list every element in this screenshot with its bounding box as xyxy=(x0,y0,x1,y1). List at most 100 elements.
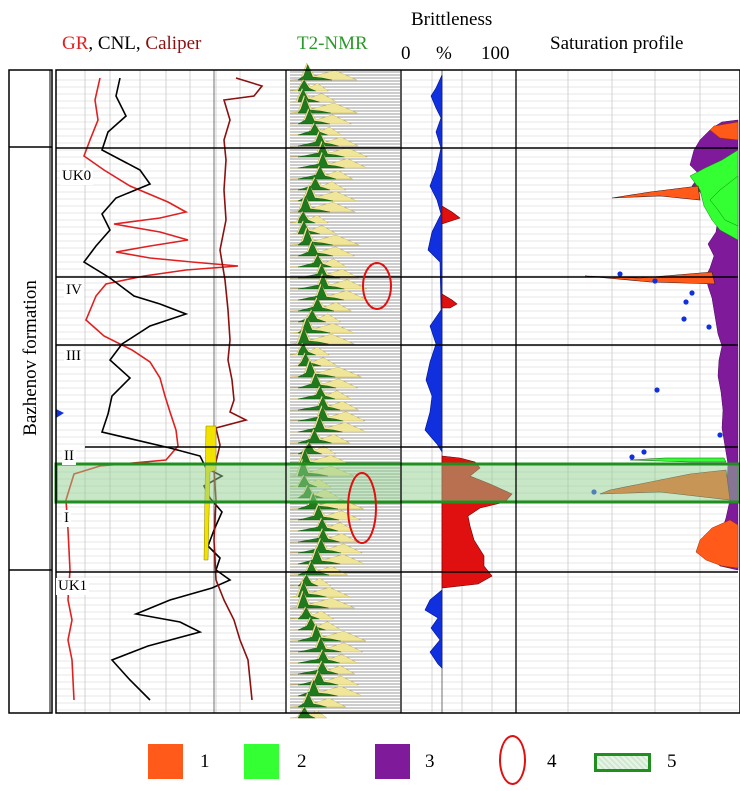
nmr-spectrum-dark xyxy=(297,152,345,169)
gr-cnl-caliper-curves xyxy=(56,77,264,701)
nmr-spectrum-dark xyxy=(297,211,316,224)
nmr-spectrum-dark xyxy=(297,649,340,664)
zone-boundaries xyxy=(56,147,738,573)
nmr-spectrum-dark xyxy=(297,548,341,565)
comma-1: , xyxy=(88,33,98,54)
brittleness-header: Brittleness xyxy=(411,9,493,30)
label-column-frame xyxy=(8,69,53,714)
legend-label-4: 4 xyxy=(547,751,557,772)
saturation-profile-header: Saturation profile xyxy=(550,33,684,54)
nmr-spectrum-dark xyxy=(297,123,328,136)
nmr-spectrum-dark xyxy=(297,396,341,411)
nmr-spectrum-dark xyxy=(297,373,337,389)
brittleness-peak-a xyxy=(441,205,461,225)
gr-edge-marker xyxy=(56,409,64,418)
nmr-spectrum-dark xyxy=(297,624,341,642)
nmr-spectrum-dark xyxy=(297,132,339,147)
nmr-spectrum-dark xyxy=(297,327,329,345)
saturation-spike-4 xyxy=(629,457,727,463)
legend-swatch-3 xyxy=(375,744,410,779)
nmr-spectrum-dark xyxy=(297,264,340,279)
saturation-point xyxy=(681,316,687,322)
legend-swatch-5-hatched xyxy=(594,753,651,772)
brittleness-scale-unit: % xyxy=(436,43,452,64)
log-outer-frame xyxy=(55,69,740,714)
gr-label: GR xyxy=(62,33,89,54)
nmr-spectrum-dark xyxy=(297,298,334,312)
zone-label-iv: IV xyxy=(64,282,84,299)
brittleness-low-lower xyxy=(424,589,443,669)
log-header-gr-cnl-caliper: GR, CNL, Caliper xyxy=(62,33,201,55)
nmr-spectrum-dark xyxy=(297,177,331,191)
nmr-spectrum-dark xyxy=(297,416,343,433)
nmr-spectrum-dark xyxy=(297,693,327,708)
nmr-spectrum-dark xyxy=(297,518,338,532)
caliper-label: Caliper xyxy=(145,33,202,54)
nmr-spectrum-dark xyxy=(297,79,316,92)
nmr-spectrum-dark xyxy=(297,591,329,609)
saturation-phase-1-top xyxy=(709,121,739,141)
legend-label-5: 5 xyxy=(667,751,677,772)
nmr-spectrum-dark xyxy=(297,429,332,444)
saturation-point xyxy=(629,454,635,460)
brittleness-low-upper xyxy=(424,74,443,454)
nmr-spectrum-dark xyxy=(297,109,330,125)
gr-curve xyxy=(65,77,239,701)
nmr-spectrum-dark xyxy=(297,538,342,554)
nmr-spectrum-dark xyxy=(297,241,333,257)
nmr-spectrum-dark xyxy=(297,64,332,81)
formation-label: Bazhenov formation xyxy=(20,280,41,436)
saturation-point xyxy=(689,290,695,296)
legend-label-2: 2 xyxy=(297,751,307,772)
nmr-spectrum-dark xyxy=(297,141,345,158)
saturation-point xyxy=(706,324,712,330)
nmr-spectrum-dark xyxy=(297,680,338,697)
nmr-spectrum-dark xyxy=(297,637,342,653)
legend-swatch-4-ellipse xyxy=(499,735,526,785)
track-frame xyxy=(8,69,740,714)
nmr-spectrum-dark xyxy=(297,166,336,180)
log-grid xyxy=(56,70,738,713)
saturation-point xyxy=(652,278,658,284)
nmr-spectrum-dark xyxy=(297,386,336,400)
saturation-point xyxy=(683,299,689,305)
cnl-label: CNL xyxy=(97,33,136,54)
nmr-anomaly-ellipse-1 xyxy=(362,262,392,310)
nmr-anomaly-ellipse-2 xyxy=(347,472,377,544)
highlight-interval-box xyxy=(54,462,740,504)
nmr-spectrum-dark xyxy=(297,670,339,686)
legend-label-3: 3 xyxy=(425,751,435,772)
brittleness-scale-min: 0 xyxy=(401,43,411,64)
nmr-spectrum-dark xyxy=(297,505,339,521)
nmr-spectrum-dark xyxy=(297,607,320,620)
saturation-point xyxy=(641,449,647,455)
nmr-spectrum-dark xyxy=(297,96,331,114)
caliper-curve xyxy=(213,77,264,701)
brittleness-scale-max: 100 xyxy=(481,43,510,64)
legend-swatch-1 xyxy=(148,744,183,779)
saturation-point xyxy=(654,387,660,393)
cnl-curve xyxy=(82,77,232,701)
saturation-phase-1-base xyxy=(695,519,739,569)
saturation-point xyxy=(717,432,723,438)
legend-label-1: 1 xyxy=(200,751,210,772)
nmr-spectrum-dark xyxy=(297,221,320,235)
saturation-spike-1 xyxy=(611,185,701,201)
zone-label-uk1: UK1 xyxy=(56,578,90,595)
nmr-spectrum-dark xyxy=(297,274,345,290)
saturation-spike-2 xyxy=(584,271,716,285)
nmr-spectrum-dark xyxy=(297,254,332,268)
saturation-phase-2-b xyxy=(709,175,739,227)
nmr-spectrum-dark xyxy=(297,284,344,301)
legend-swatch-2 xyxy=(244,744,279,779)
comma-2: , xyxy=(135,33,146,54)
nmr-spectrum-dark xyxy=(297,581,327,598)
saturation-point xyxy=(617,271,623,277)
zone-label-ii: II xyxy=(62,448,76,465)
nmr-spectrum-dark xyxy=(297,195,330,213)
zone-label-iii: III xyxy=(64,348,83,365)
nmr-spectrum-dark xyxy=(297,343,316,356)
zone-label-uk0: UK0 xyxy=(60,168,94,185)
nmr-spectrum-dark xyxy=(297,528,340,543)
